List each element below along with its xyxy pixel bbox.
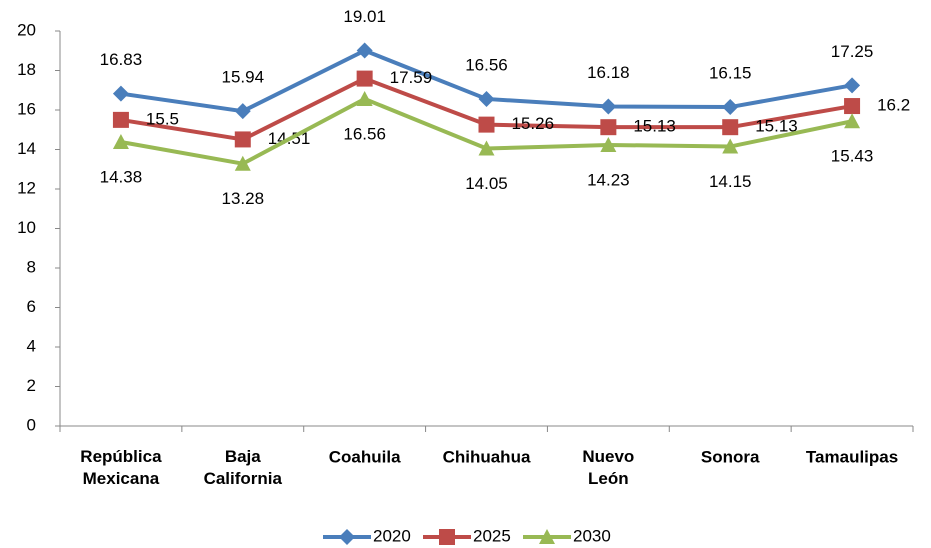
data-label: 19.01 (343, 7, 386, 26)
data-label: 16.83 (100, 50, 143, 69)
x-tick-label: República Mexicana (80, 447, 162, 488)
marker (844, 98, 861, 115)
marker (112, 85, 129, 102)
marker (478, 140, 495, 156)
data-label: 15.13 (755, 117, 798, 136)
data-label: 15.5 (146, 109, 179, 128)
legend-label: 2030 (573, 526, 611, 545)
marker (356, 90, 373, 106)
marker (478, 90, 495, 107)
y-tick-label: 12 (17, 178, 36, 197)
y-tick-label: 14 (17, 139, 36, 158)
y-tick-label: 0 (27, 415, 36, 434)
data-label: 16.2 (877, 96, 910, 115)
marker (112, 111, 129, 128)
x-tick-label: Nuevo León (582, 447, 634, 488)
marker (356, 42, 373, 59)
data-label: 14.05 (465, 174, 508, 193)
data-label: 16.15 (709, 64, 752, 83)
data-label: 17.25 (831, 42, 874, 61)
y-tick-label: 4 (27, 336, 36, 355)
marker (356, 70, 373, 87)
marker (600, 136, 617, 152)
y-tick-label: 8 (27, 257, 36, 276)
marker (339, 529, 355, 545)
y-tick-label: 16 (17, 99, 36, 118)
marker (234, 131, 251, 148)
marker (439, 529, 455, 545)
x-tick-label: Chihuahua (443, 447, 531, 466)
legend-item: 2020 (323, 526, 411, 545)
marker (722, 119, 739, 136)
marker (722, 99, 739, 116)
legend-item: 2030 (523, 526, 611, 545)
marker (722, 138, 739, 154)
marker (600, 98, 617, 115)
legend-label: 2020 (373, 526, 411, 545)
legend-item: 2025 (423, 526, 511, 545)
data-label: 14.23 (587, 170, 630, 189)
marker (844, 113, 861, 129)
y-tick-label: 2 (27, 376, 36, 395)
data-label: 16.18 (587, 63, 630, 82)
marker (600, 119, 617, 136)
marker (478, 116, 495, 133)
data-label: 15.26 (512, 114, 555, 133)
marker (112, 133, 129, 149)
marker (844, 77, 861, 94)
x-tick-label: Tamaulipas (806, 447, 898, 466)
x-tick-label: Coahuila (329, 447, 401, 466)
y-tick-label: 10 (17, 218, 36, 237)
data-label: 15.43 (831, 147, 874, 166)
data-label: 14.38 (100, 167, 143, 186)
data-label: 17.59 (390, 68, 433, 87)
marker (234, 155, 251, 171)
marker (539, 529, 555, 544)
y-tick-label: 20 (17, 20, 36, 39)
data-label: 16.56 (343, 124, 386, 143)
legend-label: 2025 (473, 526, 511, 545)
data-label: 16.56 (465, 55, 508, 74)
marker (234, 103, 251, 120)
x-tick-label: Baja California (204, 447, 283, 488)
data-label: 14.15 (709, 172, 752, 191)
y-tick-label: 6 (27, 297, 36, 316)
data-label: 15.94 (222, 68, 265, 87)
data-label: 13.28 (222, 189, 265, 208)
x-tick-label: Sonora (701, 447, 760, 466)
y-tick-label: 18 (17, 60, 36, 79)
data-label: 15.13 (633, 117, 676, 136)
